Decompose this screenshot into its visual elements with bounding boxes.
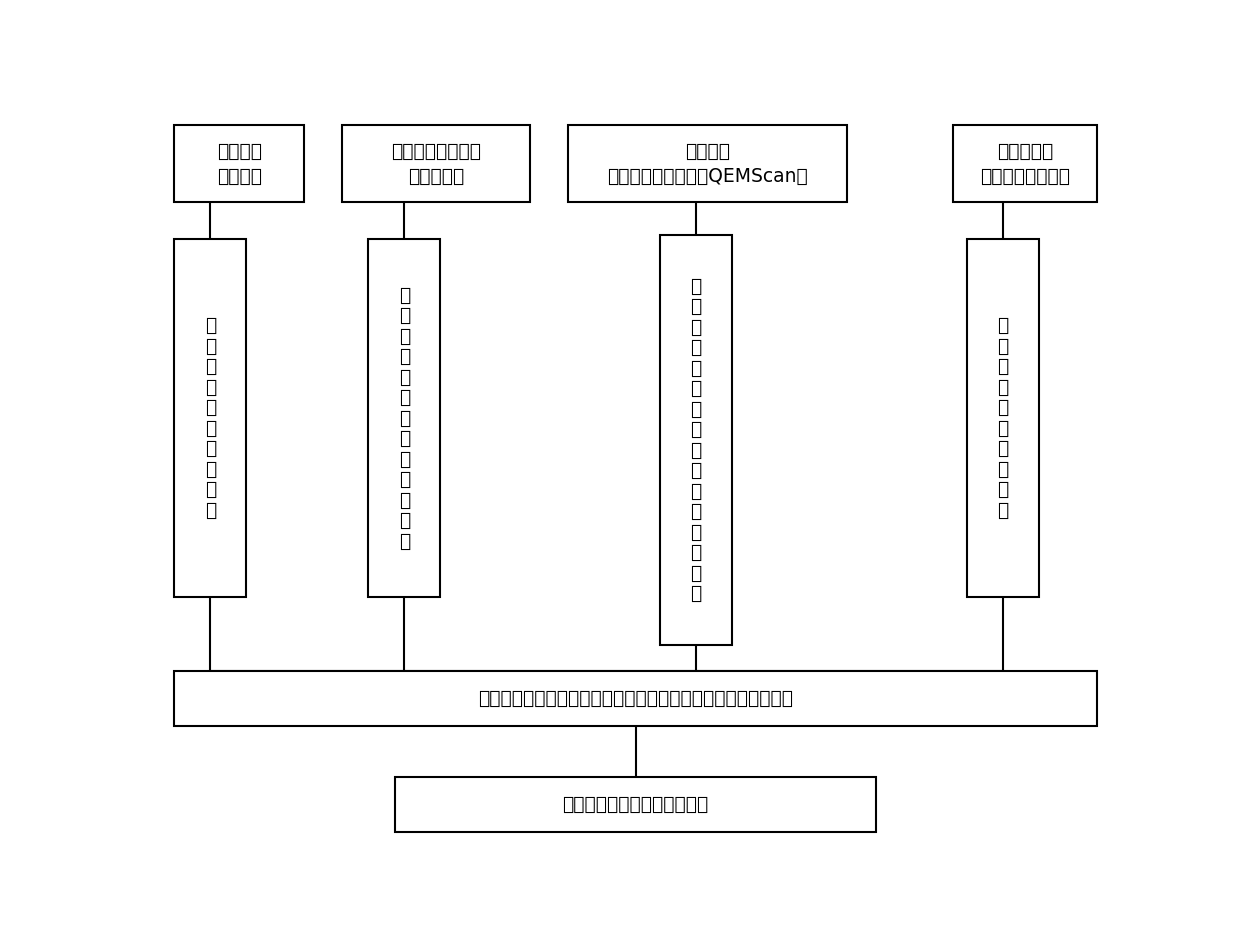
Text: 构造演化平衡剖面
埋藏史模拟: 构造演化平衡剖面 埋藏史模拟 xyxy=(391,142,481,185)
Bar xyxy=(660,235,732,645)
Text: 确
定
成
岩
作
用
类
型
及
强
度
及
成
岩
期
次: 确 定 成 岩 作 用 类 型 及 强 度 及 成 岩 期 次 xyxy=(689,277,701,603)
Bar xyxy=(368,239,440,597)
Bar xyxy=(174,126,304,202)
Text: 阴极发光
微区矿物定量分析（QEMScan）: 阴极发光 微区矿物定量分析（QEMScan） xyxy=(608,142,808,185)
Bar xyxy=(396,777,875,832)
Bar xyxy=(967,239,1039,597)
Text: 确
定
埋
藏
过
程
及
构
造
挤
压
时
期: 确 定 埋 藏 过 程 及 构 造 挤 压 时 期 xyxy=(399,285,410,551)
Text: 储
层
成
因
及
岩
石
学
特
征: 储 层 成 因 及 岩 石 学 特 征 xyxy=(205,317,216,520)
Text: 将初始孔隙度和不同成岩作用及相应面孔率分配于不同埋藏阶段: 将初始孔隙度和不同成岩作用及相应面孔率分配于不同埋藏阶段 xyxy=(477,689,794,708)
Bar xyxy=(568,126,847,202)
Text: 激光共聚焦
孔隙荧光铸体薄片: 激光共聚焦 孔隙荧光铸体薄片 xyxy=(980,142,1070,185)
Text: 恢复成岩过程及孔隙演化过程: 恢复成岩过程及孔隙演化过程 xyxy=(563,795,708,814)
Bar xyxy=(174,670,1096,726)
Text: 岩芯观察
薄片资料: 岩芯观察 薄片资料 xyxy=(217,142,262,185)
Bar xyxy=(174,239,247,597)
Bar xyxy=(952,126,1096,202)
Bar xyxy=(342,126,529,202)
Text: 确
定
孔
隙
类
型
及
面
孔
率: 确 定 孔 隙 类 型 及 面 孔 率 xyxy=(997,317,1008,520)
